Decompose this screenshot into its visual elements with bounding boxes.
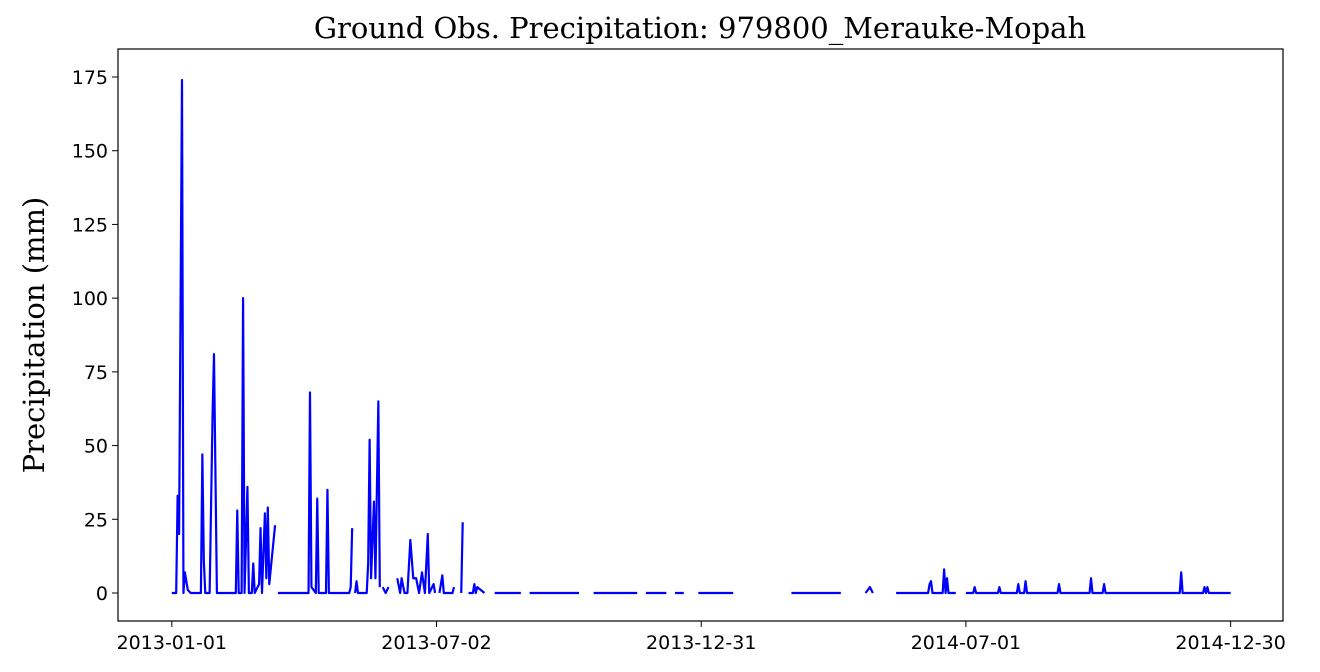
chart-title: Ground Obs. Precipitation: 979800_Merauk… [314, 11, 1086, 46]
x-tick-label: 2014-07-01 [911, 632, 1021, 654]
x-tick-label: 2013-12-31 [646, 632, 756, 654]
x-tick-label: 2013-07-02 [381, 632, 491, 654]
x-tick-label: 2014-12-30 [1175, 632, 1285, 654]
y-tick-label: 75 [84, 362, 108, 384]
y-tick-label: 125 [72, 214, 108, 236]
y-tick-label: 25 [84, 509, 108, 531]
y-axis-label: Precipitation (mm) [17, 197, 51, 474]
plot-frame [117, 48, 1284, 622]
y-tick-label: 50 [84, 436, 108, 458]
y-tick-label: 100 [72, 288, 108, 310]
y-tick-label: 0 [96, 583, 108, 605]
y-tick-label: 175 [72, 67, 108, 89]
y-tick-label: 150 [72, 141, 108, 163]
line [171, 78, 1231, 595]
x-tick-label: 2013-01-01 [117, 632, 227, 654]
